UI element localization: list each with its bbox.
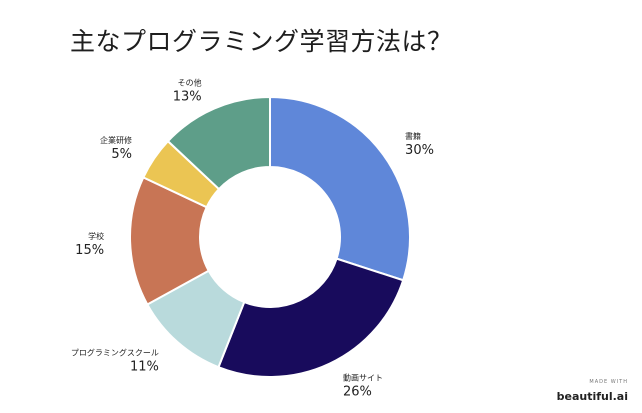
made-with-credit: MADE WITH beautiful.ai	[557, 380, 628, 403]
slice-value-3: 15%	[75, 243, 104, 258]
slice-1	[217, 257, 405, 378]
slice-label-2: プログラミングスクール	[71, 348, 159, 358]
slice-value-0: 30%	[405, 143, 434, 158]
slice-0	[269, 95, 411, 282]
credit-brand: beautiful.ai	[556, 390, 628, 403]
chart-title: 主なプログラミング学習方法は？	[70, 27, 453, 56]
slice-label-1: 動画サイト	[343, 374, 383, 383]
slice-label-3: 学校	[88, 231, 104, 241]
slice-value-5: 13%	[173, 89, 202, 104]
slice-value-4: 5%	[111, 147, 132, 162]
slice-value-1: 26%	[343, 385, 372, 400]
slice-label-0: 書籍	[405, 131, 421, 141]
slice-label-4: 企業研修	[100, 135, 132, 145]
slice-value-2: 11%	[130, 360, 159, 375]
credit-small-text: MADE WITH	[589, 379, 628, 385]
slice-label-5: その他	[178, 77, 202, 87]
slice-5	[166, 95, 271, 191]
